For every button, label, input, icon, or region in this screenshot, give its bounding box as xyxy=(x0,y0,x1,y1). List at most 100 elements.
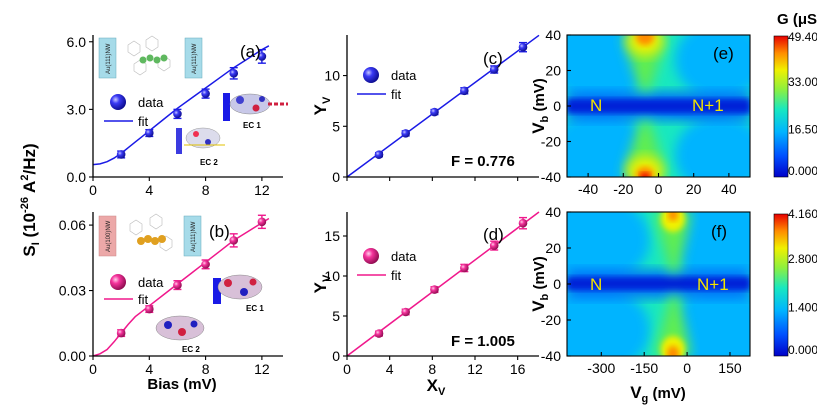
f-ytick-label: 40 xyxy=(545,204,561,220)
b-legend-data: data xyxy=(138,275,164,290)
b-electrode-left-label: Au(100)NW xyxy=(106,220,112,252)
c-annotation: F = 0.776 xyxy=(451,153,515,170)
b-fit-path xyxy=(92,217,270,357)
c-data-point xyxy=(430,107,439,117)
b-ytick-label: 0.03 xyxy=(59,283,86,299)
panel-c: 0 5 10 (c) data fit F = 0.776 YV xyxy=(311,34,540,185)
e-ylabel: Vb (mV) xyxy=(529,78,551,134)
a-data-point xyxy=(173,109,182,119)
d-data-point xyxy=(518,218,528,228)
e-ytick-label: 0 xyxy=(553,98,561,114)
c-ylabel: YV xyxy=(311,96,333,115)
e-xtick-label: 20 xyxy=(686,181,702,197)
e-region-n1: N+1 xyxy=(692,96,724,115)
e-ticks: -40 -20 0 20 40 -40 -20 0 20 40 xyxy=(541,27,737,197)
f-xtick-label: -150 xyxy=(630,360,658,376)
d-ytick-label: 5 xyxy=(332,308,340,324)
e-colorbar-labels: 49.40 33.00 16.50 0.000 xyxy=(788,30,817,178)
c-panel-label: (c) xyxy=(483,49,503,68)
b-data-point xyxy=(116,328,126,338)
a-ec1-label: EC 1 xyxy=(243,121,261,130)
a-xtick-label: 0 xyxy=(89,182,97,198)
e-colorbar xyxy=(773,35,789,178)
b-legend-marker xyxy=(110,274,126,290)
d-legend-fit: fit xyxy=(391,268,402,283)
e-region-n: N xyxy=(590,96,602,115)
e-panel-label: (e) xyxy=(713,44,734,63)
e-colorbar-label: 33.00 xyxy=(788,75,817,89)
c-legend-data: data xyxy=(391,68,417,83)
d-ytick-label: 15 xyxy=(324,228,340,244)
b-ec1-label: EC 1 xyxy=(246,304,264,313)
panel-e: -40 -20 0 20 40 -40 -20 0 20 40 N N+1 (e) Vb (mV)… xyxy=(529,11,817,197)
b-legend-fit: fit xyxy=(138,292,149,307)
d-xtick-label: 4 xyxy=(386,361,394,377)
c-data-point xyxy=(374,150,384,159)
f-xlabel: Vg (mV) xyxy=(630,383,686,405)
c-data-point xyxy=(401,129,410,138)
f-xtick-label: 150 xyxy=(718,360,742,376)
d-xtick-label: 16 xyxy=(510,361,526,377)
c-data-point xyxy=(460,86,469,96)
d-ytick-label: 10 xyxy=(324,268,340,284)
b-xtick-label: 0 xyxy=(89,361,97,377)
e-ytick-label: -20 xyxy=(541,134,561,150)
b-legend: data fit xyxy=(104,274,164,307)
a-xtick-label: 12 xyxy=(254,182,270,198)
panel-b: 0 4 8 12 0.00 0.03 0.06 Au(100)NW Au(111)NW EC… xyxy=(59,212,283,393)
c-ytick-label: 5 xyxy=(332,118,340,134)
e-xtick-label: 40 xyxy=(721,181,737,197)
d-ytick-label: 0 xyxy=(332,348,340,364)
a-xtick-label: 8 xyxy=(202,182,210,198)
f-colorbar xyxy=(773,213,789,357)
a-ec2-inset: EC 2 xyxy=(176,127,225,167)
e-xtick-label: -40 xyxy=(578,181,598,197)
a-junction-inset: Au(111)NW Au(111)NW xyxy=(98,35,203,79)
f-colorbar-label: 0.000 xyxy=(788,343,817,357)
b-data-point xyxy=(144,304,154,314)
a-fit-path xyxy=(92,45,270,166)
c-ytick-label: 10 xyxy=(324,68,340,84)
d-ylabel: YV xyxy=(311,274,333,293)
b-xtick-label: 12 xyxy=(254,361,270,377)
e-colorbar-title: G (μS) xyxy=(777,11,817,28)
a-electrode-left-label: Au(111)NW xyxy=(106,43,112,74)
b-junction-inset: Au(100)NW Au(111)NW xyxy=(98,213,202,257)
d-xtick-label: 12 xyxy=(467,361,483,377)
b-ec1-inset: EC 1 xyxy=(213,274,264,313)
b-ec2-inset: EC 2 xyxy=(155,315,205,354)
panel-f: -300 -150 0 150 -40 -20 0 20 40 N N+1 (f) Vb (mV… xyxy=(529,204,817,405)
f-ytick-label: -40 xyxy=(541,348,561,364)
f-colorbar-label: 4.160 xyxy=(788,207,817,221)
e-ytick-label: 40 xyxy=(545,27,561,43)
a-ytick-label: 6.0 xyxy=(67,34,87,50)
b-panel-label: (b) xyxy=(209,222,230,241)
c-ytick-label: 0 xyxy=(332,169,340,185)
e-xtick-label: 0 xyxy=(655,181,663,197)
a-ec1-inset: EC 1 xyxy=(223,93,288,130)
f-panel-label: (f) xyxy=(711,222,727,241)
f-region-n1: N+1 xyxy=(697,275,729,294)
e-ytick-label: -40 xyxy=(541,169,561,185)
c-legend-marker xyxy=(363,67,379,83)
f-ylabel: Vb (mV) xyxy=(529,256,551,312)
a-xtick-label: 4 xyxy=(145,182,153,198)
b-data-point xyxy=(229,236,239,245)
f-region-n: N xyxy=(590,275,602,294)
a-data-point xyxy=(144,128,154,138)
b-xlabel: Bias (mV) xyxy=(147,376,216,393)
c-data-point xyxy=(489,65,499,74)
d-markers xyxy=(374,216,528,338)
c-ticks: 0 5 10 xyxy=(324,68,519,185)
d-xtick-label: 0 xyxy=(343,361,351,377)
c-data-point xyxy=(518,42,528,52)
b-fit-line xyxy=(92,217,270,357)
c-markers xyxy=(374,41,528,159)
f-ticks: -300 -150 0 150 -40 -20 0 20 40 xyxy=(541,204,742,376)
b-ec2-label: EC 2 xyxy=(182,345,200,354)
f-ytick-label: 20 xyxy=(545,240,561,256)
e-ytick-label: 20 xyxy=(545,63,561,79)
d-data-point xyxy=(374,329,384,338)
e-heatmap xyxy=(567,35,750,177)
